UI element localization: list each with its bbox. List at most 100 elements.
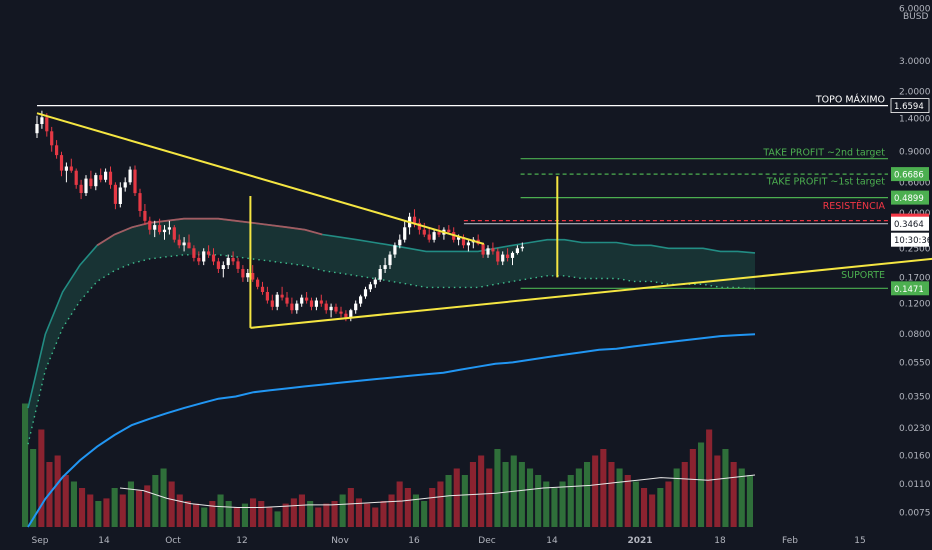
volume-bar: [184, 501, 191, 527]
volume-bar: [38, 429, 45, 527]
candle-body: [138, 193, 142, 211]
volume-bar: [502, 462, 509, 527]
price-tick: 0.0550: [899, 358, 931, 368]
volume-bar: [559, 481, 566, 527]
candle-body: [354, 303, 358, 311]
volume-bar: [30, 449, 37, 527]
volume-bar: [298, 494, 305, 527]
price-tick: 0.0110: [899, 480, 931, 490]
time-tick: 14: [546, 536, 558, 546]
candle-body: [265, 292, 269, 301]
annotation-label: TAKE PROFIT ~1st target: [766, 177, 886, 188]
volume-bar: [95, 501, 102, 527]
candle-body: [422, 229, 426, 235]
candle-body: [231, 257, 235, 262]
volume-bar: [641, 488, 648, 527]
price-tag-box: [891, 232, 929, 247]
candle-body: [461, 237, 466, 246]
volume-bar: [266, 507, 273, 527]
candle-body: [50, 131, 54, 146]
volume-bar: [144, 485, 151, 527]
candle-body: [108, 171, 113, 185]
price-tick: 1.4000: [899, 114, 931, 124]
time-axis[interactable]: Sep 14 Oct 12 Nov 16 Dec 14 2021 18 Feb 15: [32, 536, 866, 546]
volume-bar: [70, 481, 77, 527]
candle-body: [378, 269, 382, 280]
volume-bar: [347, 488, 354, 527]
candle-body: [94, 175, 98, 187]
candle-body: [388, 254, 392, 266]
candle-body: [148, 220, 152, 230]
volume-bar: [689, 449, 696, 527]
candle-body: [35, 124, 39, 134]
candle-body: [295, 303, 299, 311]
volume-bar: [54, 455, 61, 527]
time-tick: 18: [714, 536, 726, 546]
candle-body: [123, 182, 127, 188]
volume-bar: [632, 481, 639, 527]
volume-bar: [494, 449, 501, 527]
time-tick: 15: [854, 536, 865, 546]
candle-body: [187, 242, 191, 249]
volume-bar: [209, 501, 216, 527]
volume-bar: [217, 494, 224, 527]
candle-body: [383, 265, 387, 269]
volume-bar: [355, 498, 362, 527]
candle-body: [251, 273, 255, 280]
volume-bar: [722, 449, 729, 527]
candle-body: [427, 234, 431, 240]
candle-body: [486, 248, 490, 255]
volume-moving-average: [119, 474, 756, 508]
volume-bar: [608, 462, 615, 527]
candle-body: [481, 243, 485, 255]
volume-bar: [119, 494, 126, 527]
candle-body: [314, 300, 318, 307]
candle-body: [305, 297, 309, 301]
volume-bar: [152, 475, 159, 527]
price-tick: 2.0000: [899, 88, 931, 98]
volume-bar: [201, 507, 208, 527]
time-tick: 2021: [627, 536, 652, 546]
horizontal-levels: [37, 104, 888, 289]
price-tag-box: [891, 167, 929, 182]
candle-body: [221, 265, 225, 269]
candle-body: [501, 254, 505, 262]
candle-body: [177, 239, 181, 246]
volume-bar: [665, 481, 672, 527]
volume-bar: [600, 449, 607, 527]
volume-bar: [372, 507, 379, 527]
candle-body: [270, 300, 274, 307]
volume-bar: [233, 507, 240, 527]
candle-body: [432, 232, 436, 240]
candle-body: [226, 257, 230, 266]
price-tag-label: 0.1471: [894, 285, 924, 295]
candle-body: [506, 254, 510, 258]
candle-body: [158, 225, 162, 233]
volume-bar: [738, 468, 745, 527]
volume-bar: [429, 488, 436, 527]
volume-bar: [241, 503, 248, 527]
volume-bar: [714, 455, 721, 527]
price-tick: 0.0800: [899, 330, 931, 340]
candlesticks: [35, 110, 524, 322]
ema-slow-line: [27, 333, 756, 528]
trendline: [250, 257, 932, 329]
candle-body: [515, 248, 519, 253]
price-tag-label: 1.6594: [894, 102, 924, 112]
candle-body: [133, 169, 137, 194]
candle-body: [153, 225, 157, 230]
price-tags: 1.65940.66860.48990.36080.346410:30:360.…: [890, 98, 932, 296]
price-tick: 0.6000: [899, 178, 931, 188]
candle-body: [99, 175, 103, 180]
volume-bar: [461, 475, 468, 527]
volume-bar: [127, 481, 134, 527]
volume-bar: [616, 468, 623, 527]
volume-bar: [535, 475, 542, 527]
volume-bar: [62, 475, 69, 527]
volume-bar: [730, 462, 737, 527]
price-tag-box: [890, 98, 930, 113]
candle-body: [319, 300, 323, 304]
volume-bar: [87, 494, 94, 527]
